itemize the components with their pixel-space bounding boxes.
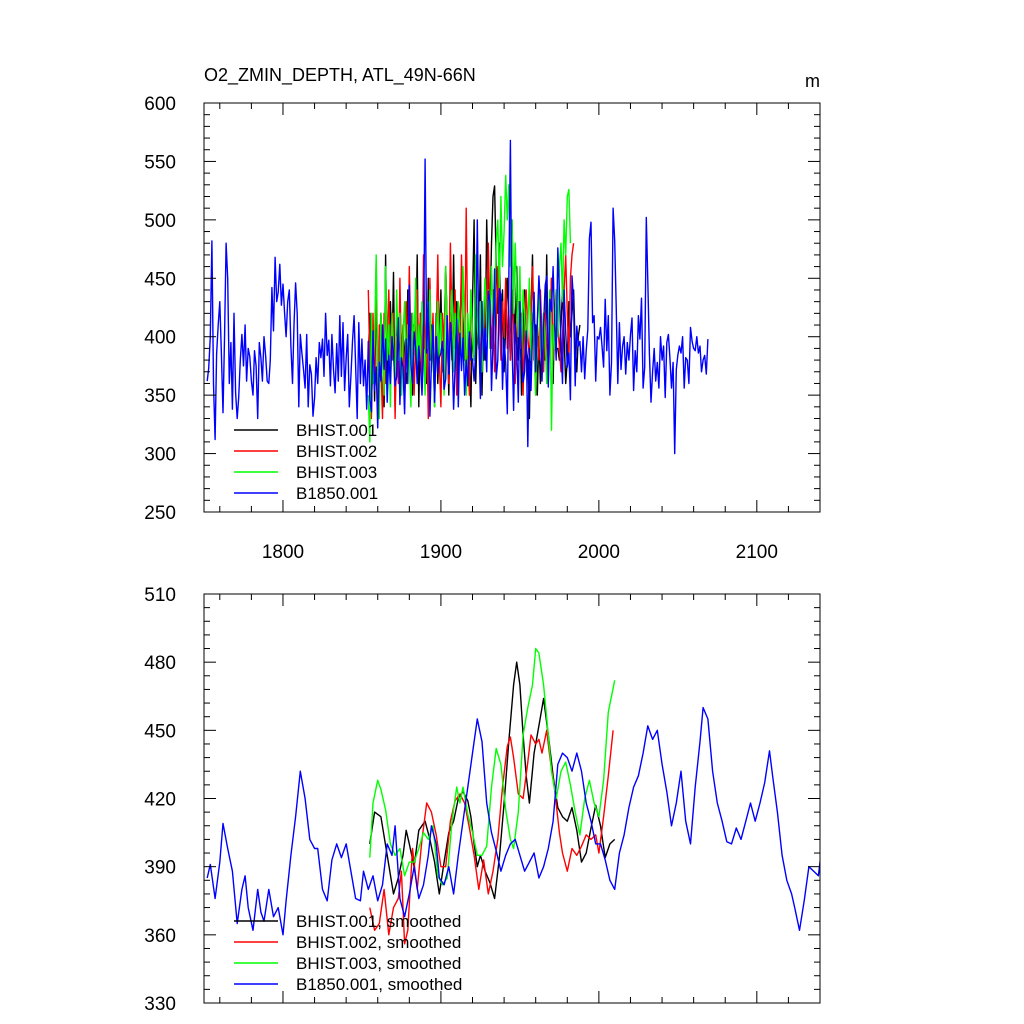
plot-1-title: O2_ZMIN_DEPTH, ATL_49N-66N: [204, 65, 476, 86]
series-line-0-3: [206, 139, 709, 455]
ytick-label-1-1: 360: [144, 926, 176, 947]
ytick-label-0-4: 450: [144, 269, 176, 290]
plot-1-units: m: [805, 71, 820, 91]
plot-1-legend: BHIST.001 BHIST.002 BHIST.003 B1850.001: [234, 421, 378, 503]
plot-2-legend: BHIST.001, smoothed BHIST.002, smoothed BH…: [234, 912, 462, 994]
legend-label-0-1: BHIST.002: [296, 442, 377, 461]
ytick-label-1-3: 420: [144, 790, 176, 811]
ytick-label-1-0: 330: [144, 994, 176, 1015]
series-line-1-2: [369, 647, 616, 886]
plot-2-smoothed: 330 360 390 420 450 480 510 BHIST.001, smoothe…: [144, 585, 821, 1015]
ytick-label-0-3: 400: [144, 328, 176, 349]
ytick-label-1-5: 480: [144, 653, 176, 674]
legend-label-1-0: BHIST.001, smoothed: [296, 912, 461, 931]
ytick-label-1-2: 390: [144, 858, 176, 879]
ytick-label-0-7: 600: [144, 94, 176, 115]
ytick-label-0-2: 350: [144, 386, 176, 407]
xtick-label-0-3: 2100: [736, 542, 778, 563]
series-line-1-3: [206, 706, 820, 936]
xtick-label-0-2: 2000: [578, 542, 620, 563]
ytick-label-1-6: 510: [144, 585, 176, 606]
legend-label-1-1: BHIST.002, smoothed: [296, 933, 461, 952]
legend-label-1-2: BHIST.003, smoothed: [296, 954, 461, 973]
legend-label-0-3: B1850.001: [296, 484, 378, 503]
legend-label-1-3: B1850.001, smoothed: [296, 975, 462, 994]
xtick-label-0-1: 1900: [420, 542, 462, 563]
legend-label-0-0: BHIST.001: [296, 421, 377, 440]
legend-label-0-2: BHIST.003: [296, 463, 377, 482]
ytick-label-0-1: 300: [144, 445, 176, 466]
ytick-label-0-5: 500: [144, 211, 176, 232]
ytick-label-1-4: 450: [144, 721, 176, 742]
ytick-label-0-0: 250: [144, 503, 176, 524]
plot-1-raw: O2_ZMIN_DEPTH, ATL_49N-66N m 250 300 350 40…: [144, 65, 821, 563]
series-line-1-1: [369, 729, 614, 945]
ytick-label-0-6: 550: [144, 152, 176, 173]
xtick-label-0-0: 1800: [262, 542, 304, 563]
plot-1-frame: [203, 102, 821, 513]
